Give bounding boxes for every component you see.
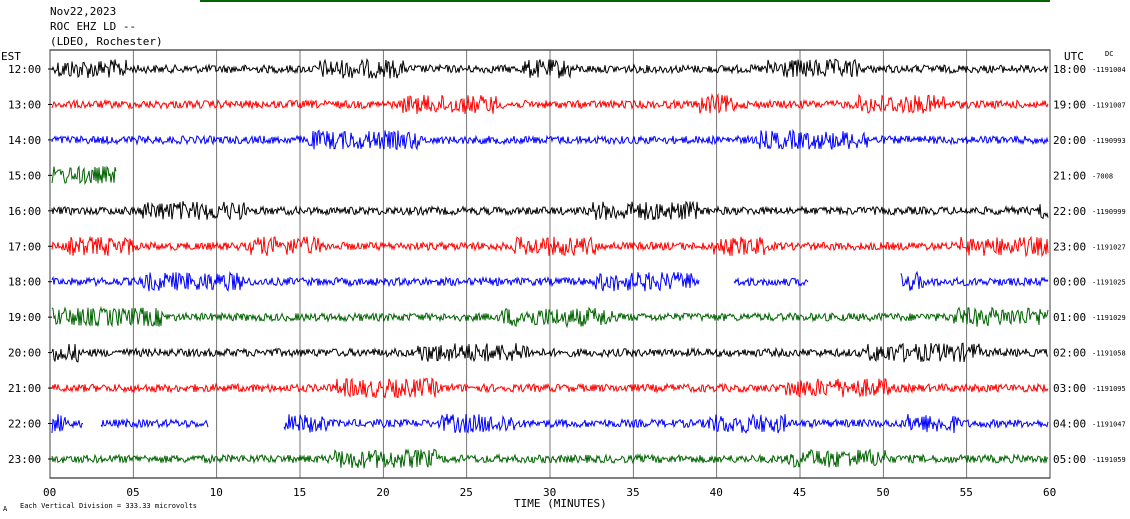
trace-line <box>51 448 1049 469</box>
trace-line <box>51 92 1049 115</box>
station-label: ROC EHZ LD -- <box>50 20 137 33</box>
right-axis-label: UTC <box>1064 50 1084 63</box>
dc-offset-label: -1191058 <box>1092 350 1126 358</box>
x-tick-label: 35 <box>626 486 639 499</box>
dc-offset-label: -1190999 <box>1092 208 1126 216</box>
est-label: 15:00 <box>8 169 41 182</box>
axis-labels: 00 05 10 15 20 25 30 35 40 45 50 55 60 12:00 18:00 -119… <box>8 63 1126 499</box>
trace-line <box>51 270 1049 293</box>
dc-offset-label: -1191029 <box>1092 314 1126 322</box>
utc-label: 22:00 <box>1053 205 1086 218</box>
est-label: 17:00 <box>8 240 41 253</box>
trace-line <box>51 342 1049 363</box>
dc-label: DC <box>1105 50 1113 58</box>
est-label: 19:00 <box>8 311 41 324</box>
network-label: (LDEO, Rochester) <box>50 35 163 48</box>
x-tick-label: 45 <box>793 486 806 499</box>
est-label: 18:00 <box>8 276 41 289</box>
utc-label: 01:00 <box>1053 311 1086 324</box>
date-label: Nov22,2023 <box>50 5 117 18</box>
est-label: 14:00 <box>8 134 41 147</box>
trace-line <box>51 306 1049 329</box>
utc-label: 21:00 <box>1053 169 1086 182</box>
left-axis-label: EST <box>1 50 21 63</box>
x-tick-label: 10 <box>210 486 223 499</box>
x-tick-label: 15 <box>293 486 306 499</box>
utc-label: 20:00 <box>1053 134 1086 147</box>
utc-label: 05:00 <box>1053 453 1086 466</box>
x-tick-label: 30 <box>543 486 556 499</box>
utc-label: 04:00 <box>1053 418 1086 431</box>
dc-offset-label: -1191025 <box>1092 279 1126 287</box>
est-label: 22:00 <box>8 418 41 431</box>
dc-offset-label: -1190993 <box>1092 137 1126 145</box>
utc-label: 19:00 <box>1053 98 1086 111</box>
utc-label: 03:00 <box>1053 382 1086 395</box>
est-label: 12:00 <box>8 63 41 76</box>
utc-label: 23:00 <box>1053 240 1086 253</box>
utc-label: 02:00 <box>1053 347 1086 360</box>
dc-offset-label: -1191007 <box>1092 101 1126 109</box>
x-tick-label: 00 <box>43 486 56 499</box>
trace-line <box>51 200 1049 221</box>
dc-offset-label: -1191095 <box>1092 385 1126 393</box>
x-tick-label: 60 <box>1043 486 1056 499</box>
est-label: 20:00 <box>8 347 41 360</box>
dc-offset-label: -7008 <box>1092 172 1113 180</box>
x-tick-label: 20 <box>376 486 389 499</box>
est-label: 21:00 <box>8 382 41 395</box>
est-label: 13:00 <box>8 98 41 111</box>
traces <box>51 57 1049 469</box>
x-tick-label: 25 <box>460 486 473 499</box>
dc-offset-label: -1191059 <box>1092 456 1126 464</box>
x-tick-label: 55 <box>960 486 973 499</box>
trace-line <box>51 235 1049 258</box>
utc-label: 00:00 <box>1053 276 1086 289</box>
trace-line <box>51 165 117 186</box>
utc-label: 18:00 <box>1053 63 1086 76</box>
x-tick-label: 40 <box>710 486 723 499</box>
x-axis-label: TIME (MINUTES) <box>514 497 607 510</box>
x-tick-label: 50 <box>876 486 889 499</box>
x-tick-label: 05 <box>126 486 139 499</box>
est-label: 16:00 <box>8 205 41 218</box>
footer-note: Each Vertical Division = 333.33 microvol… <box>20 502 197 510</box>
est-label: 23:00 <box>8 453 41 466</box>
dc-offset-label: -1191004 <box>1092 66 1126 74</box>
dc-offset-label: -1191047 <box>1092 421 1126 429</box>
trace-line <box>51 128 1049 151</box>
trace-line <box>51 413 1049 435</box>
grid-lines <box>49 50 1051 478</box>
trace-line <box>51 377 1049 399</box>
dc-offset-label: -1191027 <box>1092 243 1126 251</box>
corner-mark: A <box>3 505 8 513</box>
trace-line <box>51 57 1049 79</box>
